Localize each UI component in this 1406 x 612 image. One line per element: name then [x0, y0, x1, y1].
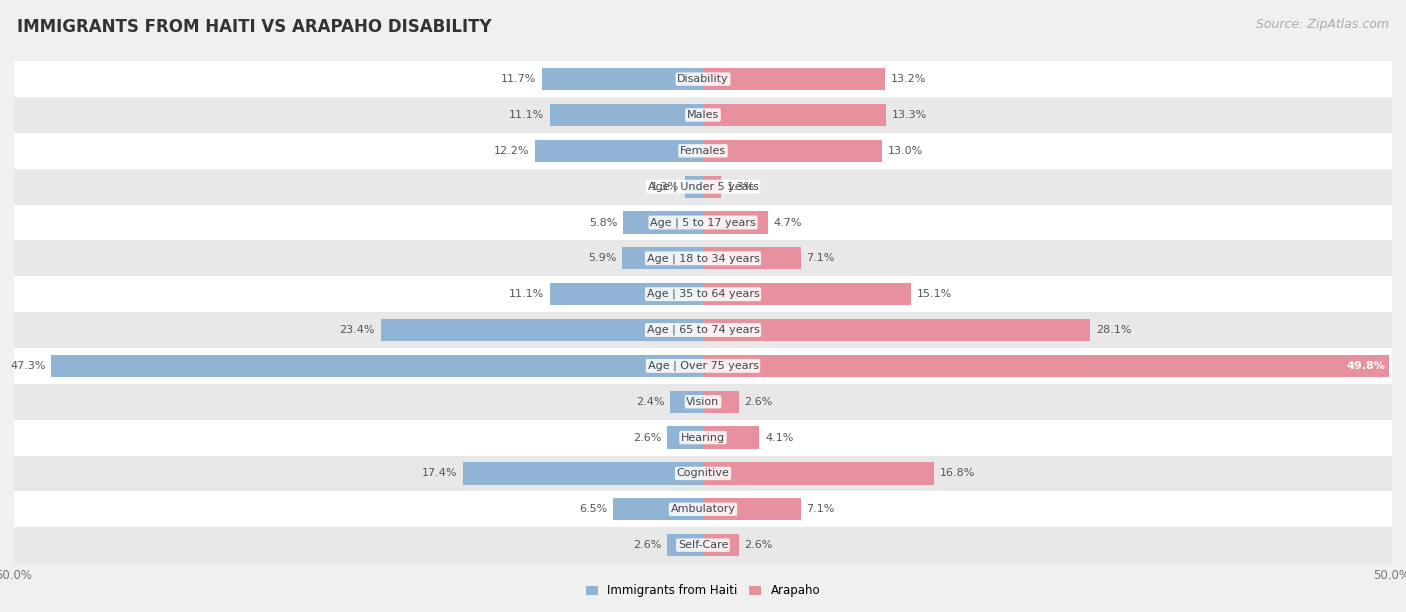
Text: 1.3%: 1.3%	[651, 182, 679, 192]
Bar	[703, 390, 738, 413]
Text: 15.1%: 15.1%	[917, 289, 952, 299]
Bar	[14, 455, 1392, 491]
Text: 11.1%: 11.1%	[509, 110, 544, 120]
Text: 16.8%: 16.8%	[941, 468, 976, 479]
Bar	[668, 534, 703, 556]
Bar	[703, 427, 759, 449]
Text: Age | Over 75 years: Age | Over 75 years	[648, 360, 758, 371]
Text: 2.6%: 2.6%	[744, 540, 773, 550]
Text: 2.6%: 2.6%	[744, 397, 773, 407]
Bar	[703, 534, 738, 556]
Bar	[613, 498, 703, 520]
Text: 1.3%: 1.3%	[727, 182, 755, 192]
Text: Disability: Disability	[678, 74, 728, 84]
Text: Hearing: Hearing	[681, 433, 725, 442]
Text: 12.2%: 12.2%	[494, 146, 530, 156]
Bar	[621, 247, 703, 269]
Text: Age | 65 to 74 years: Age | 65 to 74 years	[647, 325, 759, 335]
Bar	[669, 390, 703, 413]
Text: 6.5%: 6.5%	[579, 504, 607, 514]
Bar	[703, 283, 911, 305]
Text: 47.3%: 47.3%	[10, 361, 46, 371]
Bar	[703, 319, 1090, 341]
Text: 7.1%: 7.1%	[807, 253, 835, 263]
Text: Self-Care: Self-Care	[678, 540, 728, 550]
Text: 4.1%: 4.1%	[765, 433, 793, 442]
Text: 28.1%: 28.1%	[1095, 325, 1132, 335]
Bar	[51, 355, 703, 377]
Text: Age | 5 to 17 years: Age | 5 to 17 years	[650, 217, 756, 228]
Bar	[14, 169, 1392, 204]
Bar	[463, 462, 703, 485]
Bar	[14, 384, 1392, 420]
Text: 11.7%: 11.7%	[501, 74, 536, 84]
Bar	[14, 204, 1392, 241]
Bar	[14, 312, 1392, 348]
Text: 13.0%: 13.0%	[887, 146, 922, 156]
Text: Age | 35 to 64 years: Age | 35 to 64 years	[647, 289, 759, 299]
Bar	[668, 427, 703, 449]
Bar	[14, 348, 1392, 384]
Text: 17.4%: 17.4%	[422, 468, 458, 479]
Text: 23.4%: 23.4%	[340, 325, 375, 335]
Bar	[703, 462, 935, 485]
Bar	[14, 527, 1392, 563]
Text: 11.1%: 11.1%	[509, 289, 544, 299]
Text: 2.6%: 2.6%	[633, 433, 662, 442]
Bar	[703, 68, 884, 90]
Bar	[703, 355, 1389, 377]
Bar	[550, 283, 703, 305]
Text: Source: ZipAtlas.com: Source: ZipAtlas.com	[1256, 18, 1389, 31]
Text: Age | 18 to 34 years: Age | 18 to 34 years	[647, 253, 759, 264]
Bar	[685, 176, 703, 198]
Bar	[14, 133, 1392, 169]
Bar	[14, 61, 1392, 97]
Bar	[14, 420, 1392, 455]
Text: Ambulatory: Ambulatory	[671, 504, 735, 514]
Legend: Immigrants from Haiti, Arapaho: Immigrants from Haiti, Arapaho	[586, 584, 820, 597]
Text: 2.6%: 2.6%	[633, 540, 662, 550]
Bar	[703, 104, 886, 126]
Text: Age | Under 5 years: Age | Under 5 years	[648, 181, 758, 192]
Bar	[14, 97, 1392, 133]
Text: Males: Males	[688, 110, 718, 120]
Text: 13.2%: 13.2%	[890, 74, 925, 84]
Bar	[703, 140, 882, 162]
Text: 4.7%: 4.7%	[773, 217, 801, 228]
Bar	[703, 176, 721, 198]
Text: Vision: Vision	[686, 397, 720, 407]
Bar	[541, 68, 703, 90]
Bar	[534, 140, 703, 162]
Bar	[703, 498, 801, 520]
Text: 49.8%: 49.8%	[1346, 361, 1385, 371]
Text: 2.4%: 2.4%	[636, 397, 665, 407]
Bar	[381, 319, 703, 341]
Text: Females: Females	[681, 146, 725, 156]
Text: IMMIGRANTS FROM HAITI VS ARAPAHO DISABILITY: IMMIGRANTS FROM HAITI VS ARAPAHO DISABIL…	[17, 18, 492, 36]
Text: 13.3%: 13.3%	[891, 110, 927, 120]
Text: Cognitive: Cognitive	[676, 468, 730, 479]
Bar	[703, 247, 801, 269]
Bar	[703, 211, 768, 234]
Bar	[14, 241, 1392, 276]
Bar	[14, 491, 1392, 527]
Text: 7.1%: 7.1%	[807, 504, 835, 514]
Bar	[14, 276, 1392, 312]
Text: 5.8%: 5.8%	[589, 217, 617, 228]
Text: 5.9%: 5.9%	[588, 253, 616, 263]
Bar	[550, 104, 703, 126]
Bar	[623, 211, 703, 234]
